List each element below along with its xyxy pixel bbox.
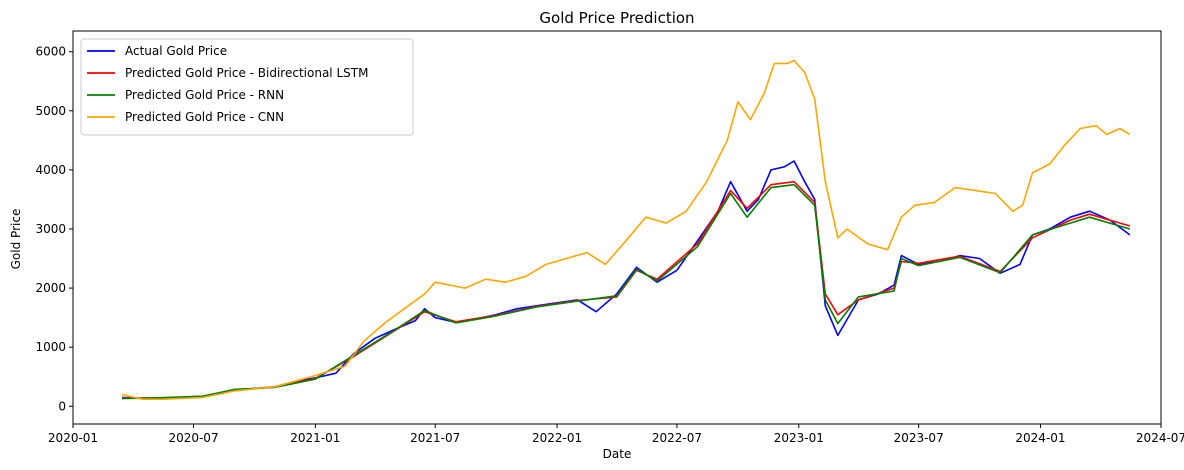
series-line-4 (121, 59, 1131, 400)
y-tick-label: 3000 (35, 222, 66, 236)
series-line-2 (122, 180, 1131, 399)
axes-layer: 2020-01 2020-07 2021-01 2021-07 2022-01 2022-… (35, 30, 1184, 445)
y-tick-label: 5000 (35, 104, 66, 118)
legend-label: Predicted Gold Price - RNN (125, 88, 284, 102)
y-tick-label: 4000 (35, 163, 66, 177)
chart-title: Gold Price Prediction (539, 9, 694, 27)
legend: Actual Gold Price Predicted Gold Price - … (80, 38, 414, 136)
x-tick-label: 2022-07 (652, 431, 702, 445)
x-tick-label: 2021-01 (290, 431, 340, 445)
legend-label: Actual Gold Price (125, 44, 227, 58)
x-tick-label: 2024-07 (1136, 431, 1184, 445)
y-tick-label: 0 (58, 399, 66, 413)
x-tick-label: 2023-01 (774, 431, 824, 445)
y-tick-label: 1000 (35, 340, 66, 354)
legend-label: Predicted Gold Price - CNN (125, 110, 284, 124)
x-tick-label: 2020-01 (48, 431, 98, 445)
x-tick-label: 2020-07 (168, 431, 218, 445)
series-line-3 (121, 183, 1131, 400)
x-tick-label: 2021-07 (410, 431, 460, 445)
x-tick-label: 2024-01 (1015, 431, 1065, 445)
legend-label: Predicted Gold Price - Bidirectional LST… (125, 66, 368, 80)
series-layer (121, 59, 1131, 400)
plot-frame (72, 30, 1162, 425)
x-tick-label: 2023-07 (894, 431, 944, 445)
series-line-1 (121, 160, 1131, 400)
x-tick-label: 2022-01 (532, 431, 582, 445)
y-tick-label: 2000 (35, 281, 66, 295)
y-tick-label: 6000 (35, 45, 66, 59)
legend-box (80, 38, 414, 136)
x-axis-title: Date (603, 447, 632, 461)
y-axis-title: Gold Price (9, 209, 23, 270)
